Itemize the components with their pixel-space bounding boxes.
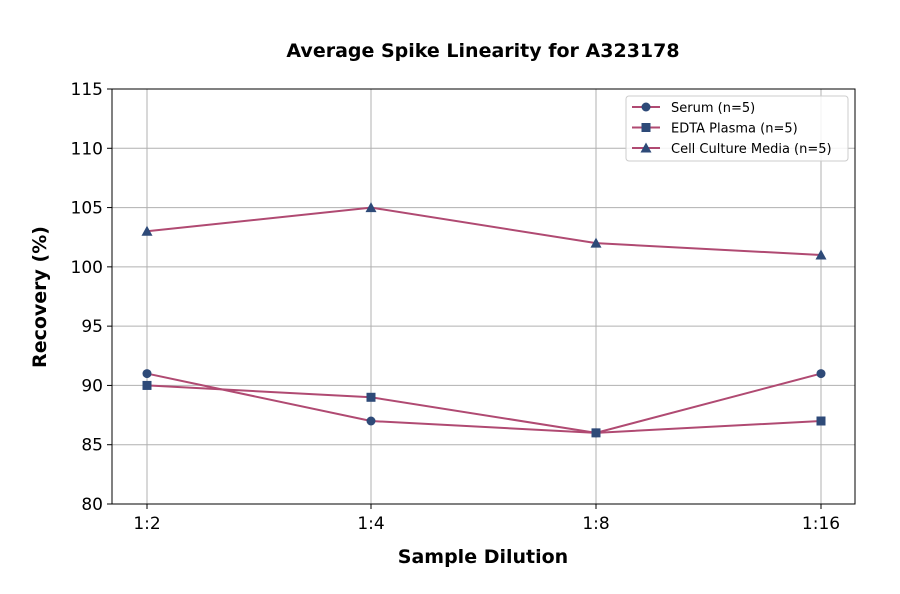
x-axis-label: Sample Dilution <box>398 546 568 568</box>
y-tick-label: 90 <box>81 376 103 396</box>
data-point <box>366 416 376 426</box>
series-line <box>146 206 822 256</box>
legend: Serum (n=5) EDTA Plasma (n=5) Cell Culture… <box>625 95 849 162</box>
y-tick-label: 95 <box>81 317 103 337</box>
plot-area <box>111 88 856 505</box>
legend-marker <box>641 123 651 132</box>
legend-label: EDTA Plasma (n=5) <box>671 122 798 137</box>
legend-label: Cell Culture Media (n=5) <box>671 142 832 157</box>
data-point <box>142 369 152 379</box>
legend-marker <box>641 102 651 112</box>
data-point <box>815 249 827 260</box>
x-tick-label: 1:16 <box>802 514 840 534</box>
y-tick-label: 100 <box>71 258 103 278</box>
data-point <box>141 225 153 236</box>
data-point <box>142 380 152 390</box>
data-point <box>366 392 376 402</box>
data-point <box>591 428 601 438</box>
data-point <box>816 416 826 426</box>
y-axis-label: Recovery (%) <box>29 226 51 368</box>
y-tick-label: 85 <box>81 436 103 456</box>
data-point <box>816 369 826 379</box>
legend-box <box>625 95 849 162</box>
x-tick-label: 1:8 <box>582 514 609 534</box>
y-tick-label: 105 <box>71 199 103 219</box>
y-tick-label: 115 <box>71 80 103 100</box>
legend-marker <box>640 142 652 153</box>
series-1 <box>142 380 826 438</box>
x-tick-label: 1:2 <box>133 514 160 534</box>
series-line <box>146 372 822 434</box>
data-point <box>365 202 377 213</box>
chart-title: Average Spike Linearity for A323178 <box>286 40 679 62</box>
x-tick-label: 1:4 <box>357 514 384 534</box>
series-2 <box>141 202 827 260</box>
y-tick-label: 80 <box>81 495 103 515</box>
series-line <box>146 384 822 434</box>
data-point <box>590 237 602 248</box>
y-tick-label: 110 <box>71 139 103 159</box>
legend-label: Serum (n=5) <box>671 101 755 116</box>
